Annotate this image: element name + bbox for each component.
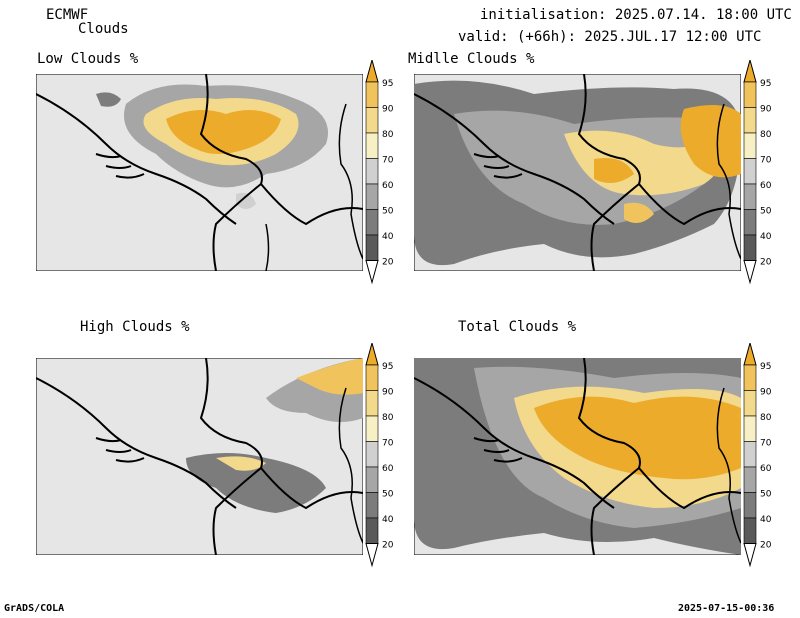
colorbar-segment	[365, 390, 379, 417]
colorbar-segment	[365, 441, 379, 468]
product-label: Clouds	[78, 21, 129, 37]
panel-title-middle: Midlle Clouds %	[408, 51, 535, 67]
map-low-clouds	[36, 74, 363, 271]
colorbar-bottom-arrow	[743, 260, 757, 285]
colorbar-label: 20	[382, 258, 394, 268]
colorbar-label: 95	[760, 79, 771, 89]
colorbar-top-arrow	[743, 343, 757, 366]
colorbar-label: 50	[760, 207, 772, 217]
panel-title-total: Total Clouds %	[458, 319, 577, 335]
colorbar-segment	[743, 209, 757, 236]
colorbar-segment	[743, 466, 757, 493]
panel-title-low: Low Clouds %	[37, 51, 139, 67]
colorbar-segment	[743, 492, 757, 519]
colorbar-segment	[365, 466, 379, 493]
colorbar-segment	[743, 132, 757, 159]
colorbar-label: 90	[382, 105, 394, 115]
colorbar-label: 90	[760, 105, 772, 115]
colorbar-segment	[743, 390, 757, 417]
panel-title-high: High Clouds %	[80, 319, 190, 335]
colorbar-segment	[365, 364, 379, 391]
colorbar-segment	[743, 158, 757, 185]
colorbar-segment	[743, 364, 757, 391]
colorbar-label: 80	[760, 413, 772, 423]
colorbar-bottom-arrow	[365, 543, 379, 568]
colorbar-high: 95 90 80 70 60 50 40 20	[365, 343, 394, 568]
colorbar-segment	[743, 81, 757, 108]
colorbar-label: 60	[382, 181, 394, 191]
map-total-clouds	[414, 358, 741, 555]
colorbar-label: 40	[760, 232, 772, 242]
colorbar-label: 20	[760, 258, 772, 268]
colorbar-label: 20	[382, 541, 394, 551]
colorbar-segment	[365, 415, 379, 442]
footer-left: GrADS/COLA	[4, 603, 65, 614]
colorbar-label: 50	[760, 490, 772, 500]
colorbar-segment	[365, 158, 379, 185]
map-middle-clouds	[414, 74, 741, 271]
colorbar-label: 80	[760, 130, 772, 140]
colorbar-label: 80	[382, 130, 394, 140]
colorbar-bottom-arrow	[365, 260, 379, 285]
colorbar-top-arrow	[743, 60, 757, 83]
colorbar-label: 70	[760, 439, 772, 449]
colorbar-segment	[365, 81, 379, 108]
colorbar-segment	[743, 517, 757, 544]
colorbar-segment	[365, 209, 379, 236]
colorbar-middle: 95 90 80 70 60 50 40 20	[743, 60, 772, 285]
init-time: initialisation: 2025.07.14. 18:00 UTC	[480, 7, 792, 23]
colorbar-low: 95 90 80 70 60 50 40 20	[365, 60, 394, 285]
model-label: ECMWF	[46, 7, 89, 23]
colorbar-label: 50	[382, 490, 394, 500]
colorbar-label: 95	[760, 362, 771, 372]
colorbar-segment	[365, 183, 379, 210]
colorbar-segment	[743, 234, 757, 261]
colorbar-label: 70	[760, 156, 772, 166]
colorbar-label: 90	[382, 388, 394, 398]
colorbar-top-arrow	[365, 60, 379, 83]
colorbar-label: 60	[382, 464, 394, 474]
colorbar-label: 40	[382, 232, 394, 242]
colorbar-segment	[365, 517, 379, 544]
colorbar-label: 60	[760, 464, 772, 474]
colorbar-label: 60	[760, 181, 772, 191]
colorbar-label: 95	[382, 79, 393, 89]
colorbar-label: 20	[760, 541, 772, 551]
colorbar-label: 80	[382, 413, 394, 423]
colorbar-segment	[365, 234, 379, 261]
valid-time: valid: (+66h): 2025.JUL.17 12:00 UTC	[458, 29, 762, 45]
colorbar-segment	[365, 492, 379, 519]
colorbar-label: 70	[382, 439, 394, 449]
colorbar-label: 95	[382, 362, 393, 372]
colorbar-segment	[743, 415, 757, 442]
colorbar-label: 90	[760, 388, 772, 398]
colorbar-total: 95 90 80 70 60 50 40 20	[743, 343, 772, 568]
colorbar-segment	[743, 107, 757, 134]
colorbar-label: 40	[382, 515, 394, 525]
colorbar-top-arrow	[365, 343, 379, 366]
colorbar-segment	[743, 183, 757, 210]
colorbar-label: 40	[760, 515, 772, 525]
colorbar-segment	[743, 441, 757, 468]
map-high-clouds	[36, 358, 363, 555]
colorbar-label: 50	[382, 207, 394, 217]
colorbar-label: 70	[382, 156, 394, 166]
colorbar-bottom-arrow	[743, 543, 757, 568]
footer-right: 2025-07-15-00:36	[678, 603, 775, 614]
colorbar-segment	[365, 107, 379, 134]
colorbar-segment	[365, 132, 379, 159]
